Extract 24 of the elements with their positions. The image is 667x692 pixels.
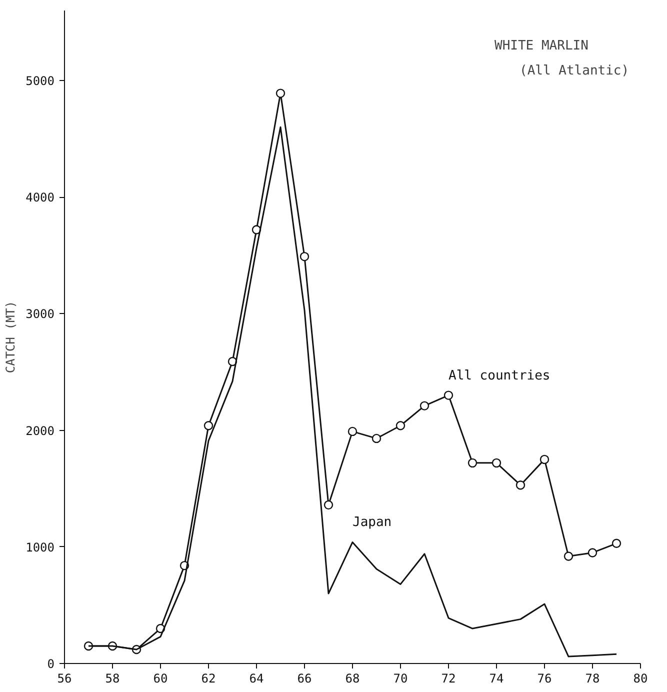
y-tick-label: 1000 [26, 540, 55, 554]
x-tick-label: 72 [441, 672, 456, 686]
x-tick-label: 60 [153, 672, 168, 686]
y-tick-label: 2000 [26, 424, 55, 438]
text: (All Atlantic) [520, 64, 630, 78]
x-tick-label: 76 [537, 672, 552, 686]
text: WHITE MARLIN [494, 38, 588, 54]
y-tick-label: 0 [47, 657, 55, 671]
x-tick-label: 80 [633, 672, 648, 686]
series-label: All countries [448, 368, 550, 384]
x-tick-label: 64 [249, 672, 264, 686]
y-tick-label: 3000 [26, 307, 55, 322]
x-tick-label: 56 [57, 672, 72, 686]
x-tick-label: 78 [585, 672, 600, 686]
x-tick-label: 66 [297, 672, 312, 686]
y-axis-title: CATCH (MT) [4, 300, 18, 374]
x-tick-label: 68 [345, 672, 360, 686]
x-tick-label: 74 [489, 672, 504, 686]
y-tick-label: 5000 [26, 74, 55, 88]
y-tick-label: 4000 [26, 190, 55, 205]
x-tick-label: 58 [105, 672, 120, 686]
x-tick-label: 62 [201, 672, 216, 686]
series-label: Japan [352, 515, 392, 530]
x-tick-label: 70 [393, 672, 408, 686]
